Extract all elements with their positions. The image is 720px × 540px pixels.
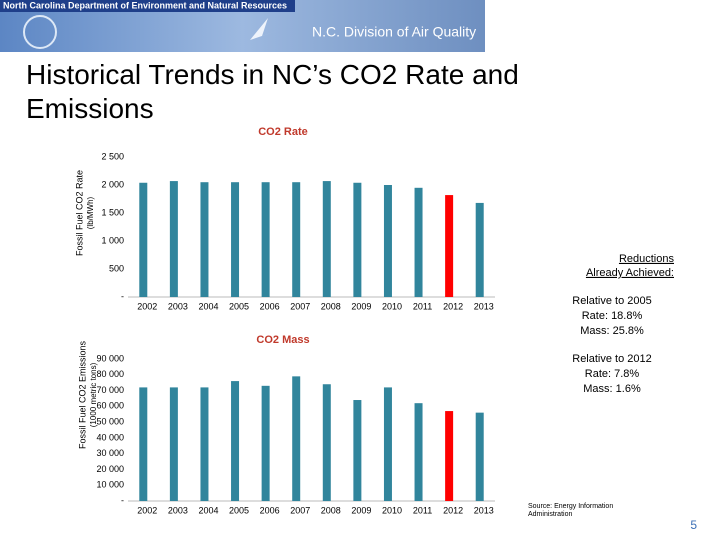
division-name: N.C. Division of Air Quality	[312, 24, 476, 40]
y-tick-label: 1 500	[101, 207, 124, 217]
notes-line: Rate: 18.8%	[582, 310, 643, 322]
bar	[445, 411, 454, 501]
bar	[292, 182, 301, 297]
y-axis-label: Fossil Fuel CO2 Rate	[74, 170, 84, 256]
source-note: Administration	[528, 511, 572, 518]
y-tick-label: -	[121, 291, 124, 301]
chart-title: CO2 Mass	[256, 334, 309, 346]
x-tick-label: 2006	[260, 301, 280, 311]
y-axis-label: (1000 metric tons)	[89, 362, 98, 427]
source-note: Source: Energy Information	[528, 503, 613, 510]
y-tick-label: -	[121, 495, 124, 505]
y-tick-label: 500	[109, 263, 124, 273]
x-tick-label: 2009	[351, 505, 371, 515]
bar	[200, 182, 209, 297]
y-tick-label: 60 000	[96, 401, 124, 411]
bar	[231, 381, 240, 501]
bar	[353, 400, 362, 501]
x-tick-label: 2005	[229, 301, 249, 311]
bird-icon	[250, 18, 280, 40]
x-tick-label: 2004	[198, 505, 218, 515]
y-axis-label: (lb/MWh)	[86, 196, 95, 229]
x-tick-label: 2010	[382, 505, 402, 515]
bar	[475, 412, 484, 501]
y-axis-label: Fossil Fuel CO2 Emissions	[77, 340, 87, 449]
y-tick-label: 20 000	[96, 464, 124, 474]
x-tick-label: 2007	[290, 301, 310, 311]
page-number: 5	[690, 518, 697, 532]
bar	[200, 387, 209, 501]
bar	[231, 182, 240, 297]
bar	[139, 387, 148, 501]
x-tick-label: 2003	[168, 301, 188, 311]
bar	[353, 182, 362, 297]
y-tick-label: 70 000	[96, 385, 124, 395]
title-box: Historical Trends in NC’s CO2 Rate and E…	[26, 59, 519, 124]
x-tick-label: 2003	[168, 505, 188, 515]
bar	[383, 387, 392, 501]
bar	[322, 384, 331, 501]
notes-line: Rate: 7.8%	[585, 368, 640, 380]
bar	[414, 403, 423, 501]
bar	[261, 385, 270, 501]
bar	[322, 181, 331, 297]
bar	[261, 182, 270, 297]
y-tick-label: 80 000	[96, 369, 124, 379]
x-tick-label: 2004	[198, 301, 218, 311]
y-tick-label: 40 000	[96, 432, 124, 442]
y-tick-label: 1 000	[101, 235, 124, 245]
bar	[139, 182, 148, 297]
x-tick-label: 2008	[321, 301, 341, 311]
notes-heading: Already Achieved:	[586, 267, 674, 279]
banner-strip	[0, 0, 295, 12]
x-tick-label: 2011	[413, 505, 432, 515]
logo-swirl	[23, 15, 57, 49]
x-tick-label: 2013	[474, 505, 494, 515]
bar	[292, 376, 301, 501]
y-tick-label: 2 500	[101, 151, 124, 161]
x-tick-label: 2010	[382, 301, 402, 311]
x-tick-label: 2007	[290, 505, 310, 515]
notes-line: Mass: 25.8%	[580, 325, 644, 337]
x-tick-label: 2002	[137, 505, 157, 515]
y-tick-label: 90 000	[96, 353, 124, 363]
chart-title: CO2 Rate	[258, 126, 308, 138]
y-tick-label: 10 000	[96, 480, 124, 490]
x-tick-label: 2012	[443, 505, 463, 515]
notes-line: Relative to 2012	[572, 353, 652, 365]
y-tick-label: 30 000	[96, 448, 124, 458]
y-tick-label: 2 000	[101, 179, 124, 189]
x-tick-label: 2009	[351, 301, 371, 311]
slide-title: Historical Trends in NC’s CO2 Rate and E…	[26, 59, 519, 124]
bar	[383, 185, 392, 297]
bar	[414, 187, 423, 297]
x-tick-label: 2008	[321, 505, 341, 515]
x-tick-label: 2013	[474, 301, 494, 311]
notes-line: Mass: 1.6%	[583, 383, 641, 395]
bar	[169, 181, 178, 297]
x-tick-label: 2005	[229, 505, 249, 515]
bar	[475, 202, 484, 297]
title-mask	[28, 120, 628, 130]
y-tick-label: 50 000	[96, 416, 124, 426]
notes-line: Relative to 2005	[572, 295, 652, 307]
x-tick-label: 2002	[137, 301, 157, 311]
bar	[169, 387, 178, 501]
x-tick-label: 2006	[260, 505, 280, 515]
agency-name: North Carolina Department of Environment…	[3, 0, 287, 10]
bar	[445, 195, 454, 297]
notes-heading: Reductions	[619, 253, 675, 265]
x-tick-label: 2012	[443, 301, 463, 311]
x-tick-label: 2011	[413, 301, 432, 311]
